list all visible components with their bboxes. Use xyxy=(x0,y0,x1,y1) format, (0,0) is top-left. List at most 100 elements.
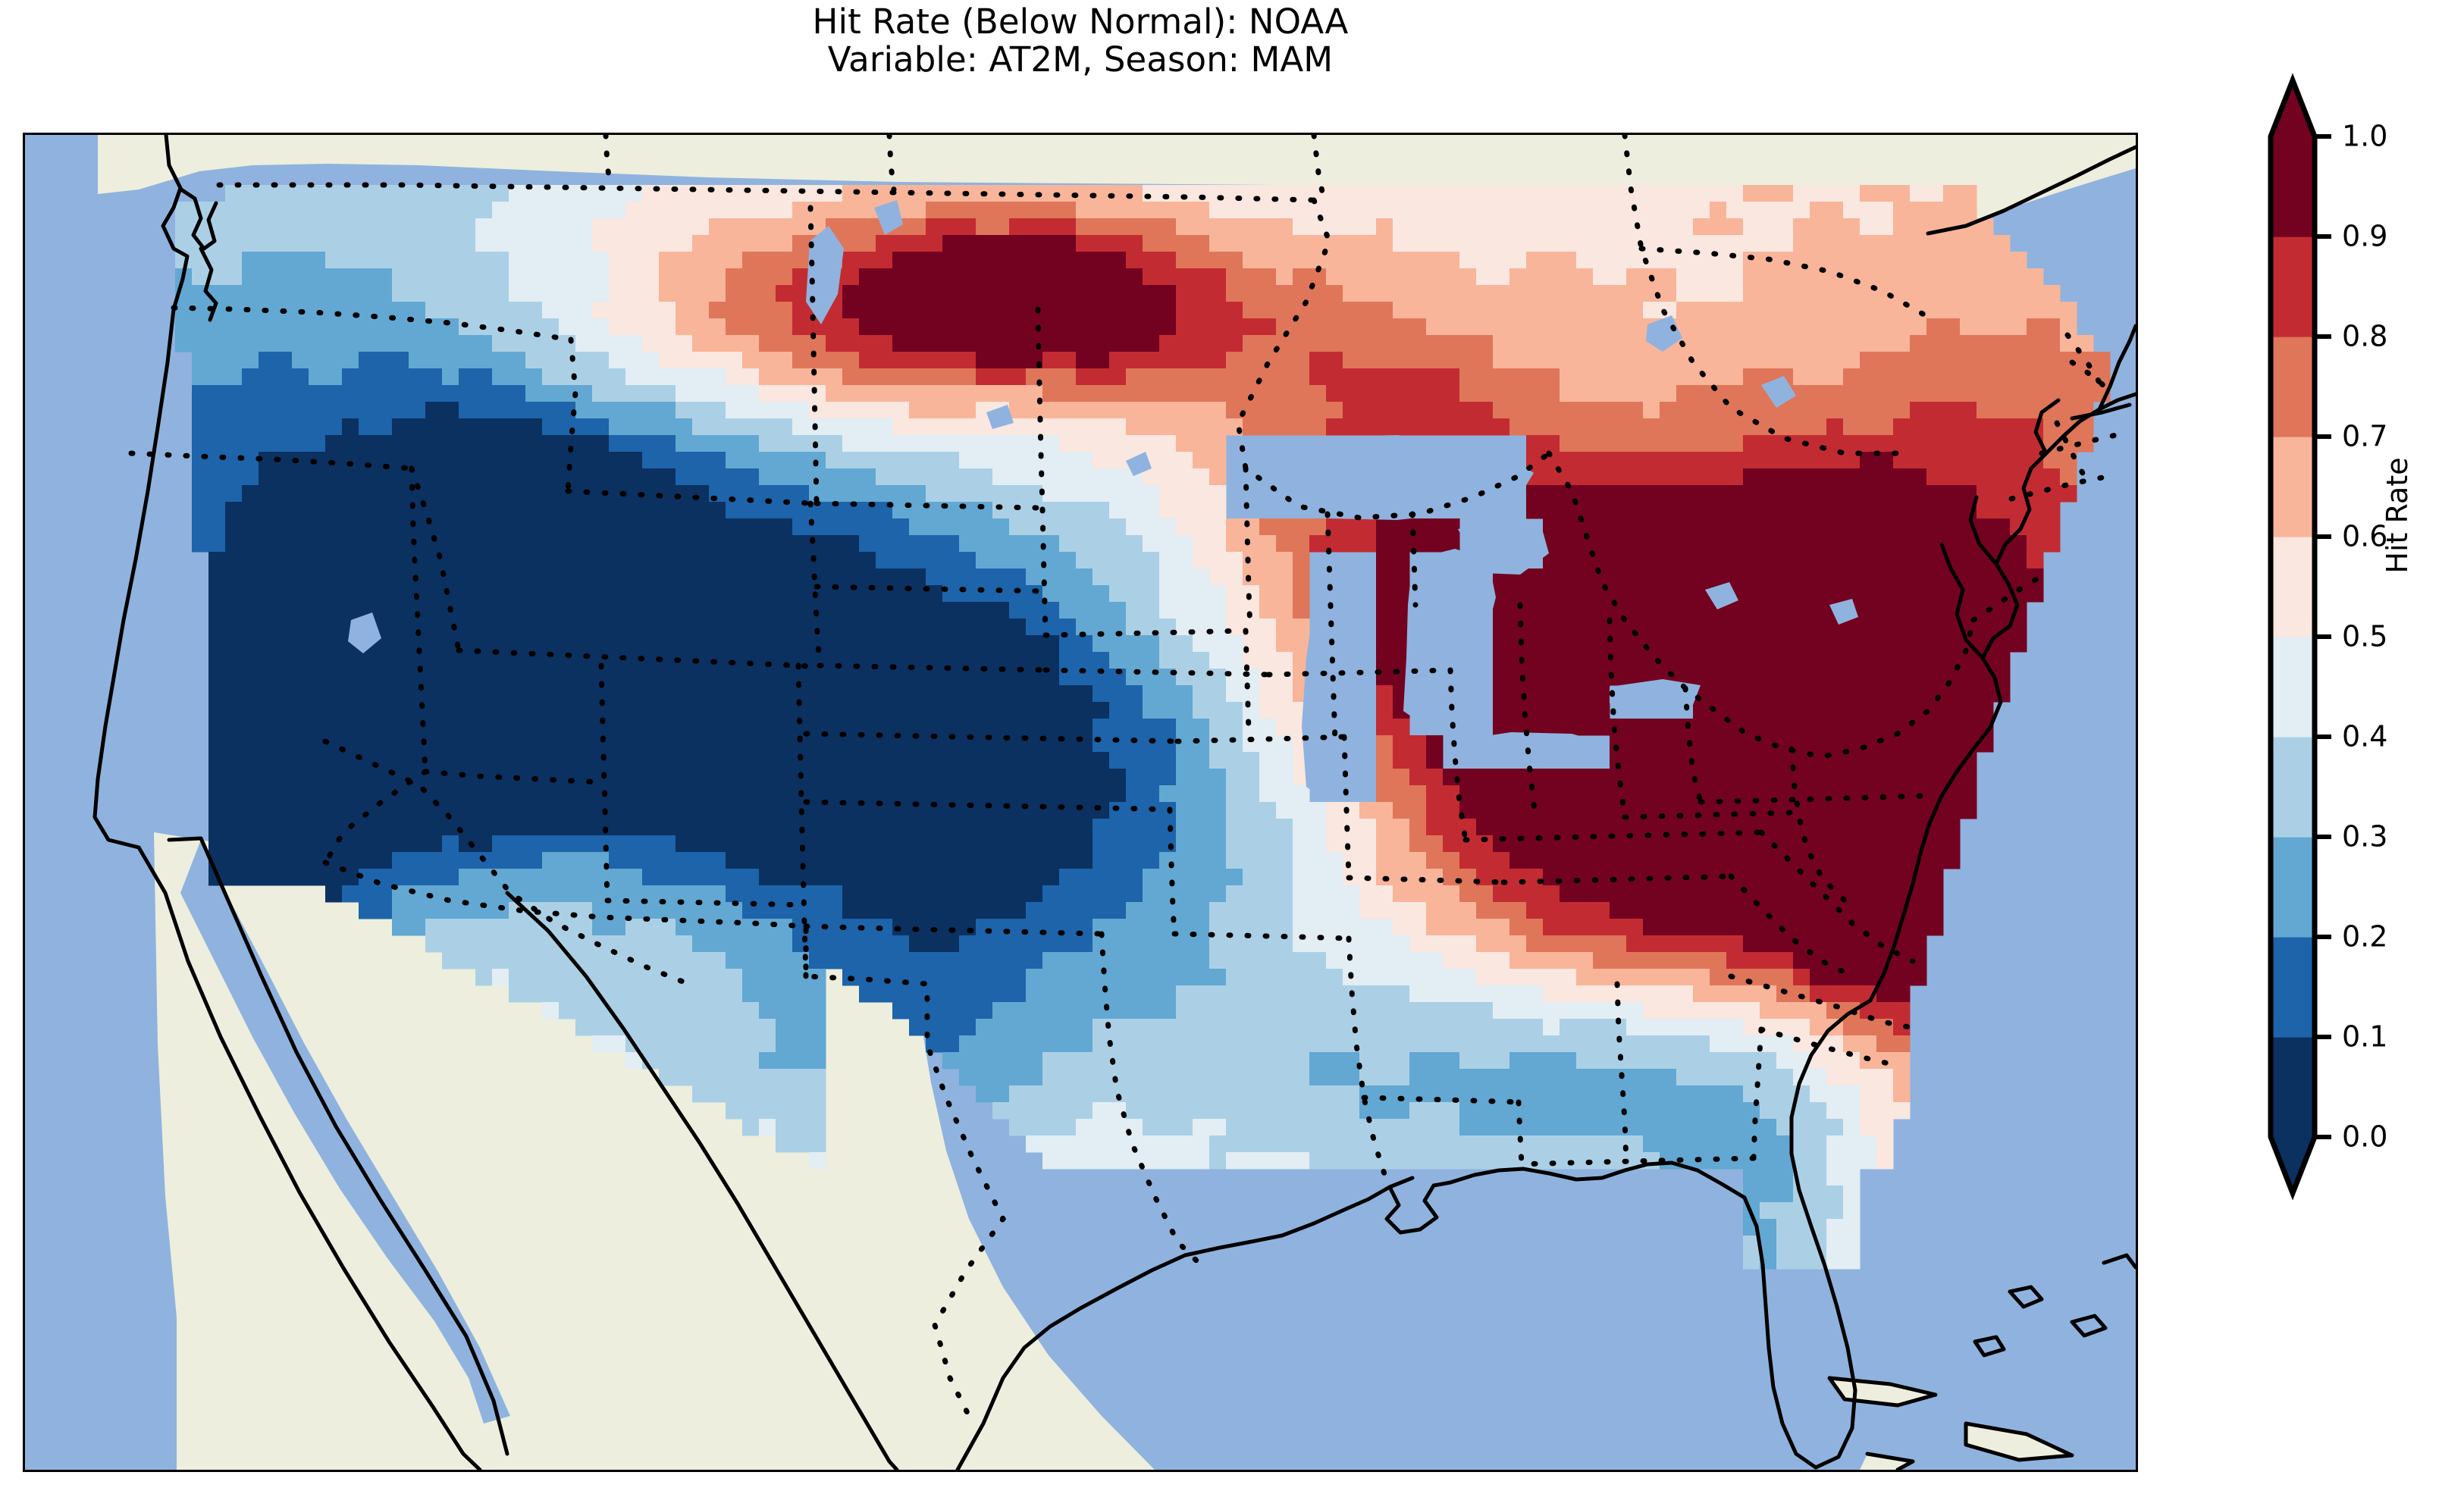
grid-cell xyxy=(375,435,393,453)
grid-cell xyxy=(1243,852,1260,869)
grid-cell xyxy=(1193,335,1210,352)
grid-cell xyxy=(1626,435,1644,453)
grid-cell xyxy=(1393,735,1410,753)
grid-cell xyxy=(259,652,276,669)
grid-cell xyxy=(1359,518,1377,536)
grid-cell xyxy=(1209,602,1227,619)
grid-cell xyxy=(1343,268,1360,286)
grid-cell xyxy=(1910,435,1927,453)
grid-cell xyxy=(892,318,910,336)
grid-cell xyxy=(659,568,676,586)
grid-cell xyxy=(1526,785,1544,803)
grid-cell xyxy=(325,485,343,503)
grid-cell xyxy=(625,535,643,553)
grid-cell xyxy=(1860,902,1877,919)
grid-cell xyxy=(1893,352,1911,369)
grid-cell xyxy=(776,735,793,753)
grid-cell xyxy=(309,302,326,319)
grid-cell xyxy=(1259,685,1277,703)
grid-cell xyxy=(259,752,276,769)
grid-cell xyxy=(1226,368,1243,386)
grid-cell xyxy=(275,819,293,836)
grid-cell xyxy=(1760,885,1777,903)
grid-cell xyxy=(259,669,276,686)
grid-cell xyxy=(1443,819,1460,836)
grid-cell xyxy=(859,235,876,252)
grid-cell xyxy=(625,902,643,919)
grid-cell xyxy=(625,252,643,269)
grid-cell xyxy=(1176,452,1193,469)
grid-cell xyxy=(742,402,760,419)
grid-cell xyxy=(776,385,793,402)
grid-cell xyxy=(1126,702,1143,719)
grid-cell xyxy=(1910,602,1927,619)
grid-cell xyxy=(325,202,343,219)
grid-cell xyxy=(692,402,710,419)
grid-cell xyxy=(1443,285,1460,302)
grid-cell xyxy=(1543,819,1560,836)
grid-cell xyxy=(1810,735,1827,753)
grid-cell xyxy=(275,352,293,369)
grid-cell xyxy=(342,318,359,336)
grid-cell xyxy=(309,602,326,619)
grid-cell xyxy=(1259,819,1277,836)
grid-cell xyxy=(292,619,309,636)
grid-cell xyxy=(292,518,309,536)
grid-cell xyxy=(659,769,676,786)
grid-cell xyxy=(926,335,943,352)
grid-cell xyxy=(592,952,610,969)
grid-cell xyxy=(275,502,293,519)
grid-cell xyxy=(1743,752,1760,769)
grid-cell xyxy=(676,669,693,686)
grid-cell xyxy=(1259,252,1277,269)
grid-cell xyxy=(709,719,726,736)
grid-cell xyxy=(1793,335,1810,352)
grid-cell xyxy=(759,635,776,653)
grid-cell xyxy=(1676,902,1694,919)
grid-cell xyxy=(375,735,393,753)
grid-cell xyxy=(1159,485,1177,503)
grid-cell xyxy=(309,685,326,703)
grid-cell xyxy=(1693,568,1710,586)
grid-cell xyxy=(1393,368,1410,386)
grid-cell xyxy=(1159,452,1177,469)
grid-cell xyxy=(709,619,726,636)
grid-cell xyxy=(909,318,926,336)
grid-cell xyxy=(275,468,293,486)
grid-cell xyxy=(1626,769,1644,786)
grid-cell xyxy=(1143,602,1160,619)
grid-cell xyxy=(1359,352,1377,369)
grid-cell xyxy=(876,235,893,252)
grid-cell xyxy=(726,418,743,436)
grid-cell xyxy=(859,985,876,1003)
grid-cell xyxy=(342,669,359,686)
grid-cell xyxy=(1576,635,1594,653)
grid-cell xyxy=(792,685,810,703)
grid-cell xyxy=(1876,785,1894,803)
grid-cell xyxy=(292,769,309,786)
grid-cell xyxy=(1610,285,1627,302)
grid-cell xyxy=(242,802,259,819)
grid-cell xyxy=(876,285,893,302)
grid-cell xyxy=(1443,302,1460,319)
map-plot-area[interactable] xyxy=(23,133,2138,1472)
grid-cell xyxy=(1109,919,1127,936)
grid-cell xyxy=(459,485,476,503)
grid-cell xyxy=(1409,952,1427,969)
grid-cell xyxy=(309,418,326,436)
grid-cell xyxy=(1776,635,1794,653)
grid-cell xyxy=(1176,952,1193,969)
grid-cell xyxy=(859,735,876,753)
grid-cell xyxy=(1776,418,1794,436)
grid-cell xyxy=(575,819,593,836)
grid-cell xyxy=(1926,635,1944,653)
grid-cell xyxy=(1226,635,1243,653)
grid-cell xyxy=(1593,819,1610,836)
grid-cell xyxy=(1059,335,1077,352)
grid-cell xyxy=(1593,535,1610,553)
grid-cell xyxy=(392,685,409,703)
grid-cell xyxy=(676,935,693,953)
grid-cell xyxy=(926,252,943,269)
grid-cell xyxy=(659,735,676,753)
grid-cell xyxy=(459,702,476,719)
